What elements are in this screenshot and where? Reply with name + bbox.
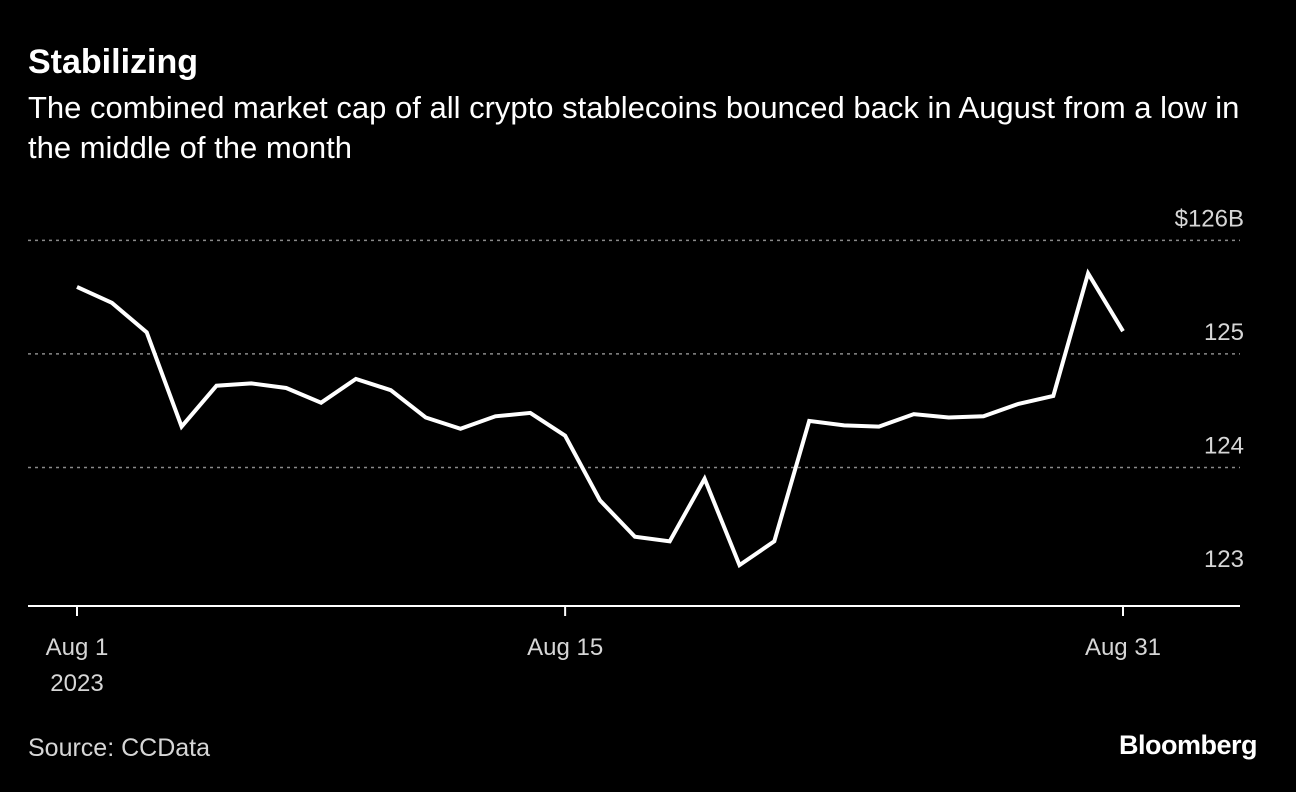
x-axis-labels: Aug 1 2023 Aug 15 Aug 31 <box>46 634 1161 697</box>
series <box>76 268 1125 569</box>
bloomberg-logo: Bloomberg <box>1118 730 1258 760</box>
x-tick-sublabel: 2023 <box>50 670 103 697</box>
x-tick-label: Aug 15 <box>527 634 603 661</box>
y-tick-label: 124 <box>1204 432 1244 459</box>
y-tick-label: 125 <box>1204 319 1244 346</box>
gridlines <box>28 239 1240 469</box>
chart-title: Stabilizing <box>28 43 198 81</box>
y-axis-labels: $126B 125 124 123 <box>1175 205 1244 573</box>
x-tick-label: Aug 31 <box>1085 634 1161 661</box>
source-note: Source: CCData <box>28 734 211 762</box>
x-axis <box>28 605 1240 616</box>
x-tick-label: Aug 1 <box>46 634 109 661</box>
y-tick-label: $126B <box>1175 205 1244 232</box>
y-tick-label: 123 <box>1204 546 1244 573</box>
series-line <box>76 268 1125 569</box>
chart-subtitle: The combined market cap of all crypto st… <box>28 90 1240 165</box>
